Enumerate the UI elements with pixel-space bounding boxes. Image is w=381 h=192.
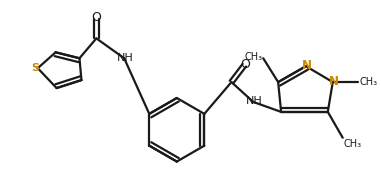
Text: NH: NH — [246, 96, 263, 106]
Text: N: N — [302, 59, 312, 72]
Text: CH₃: CH₃ — [344, 139, 362, 149]
Text: NH: NH — [117, 53, 133, 63]
Text: O: O — [240, 58, 250, 71]
Text: CH₃: CH₃ — [360, 77, 378, 87]
Text: S: S — [31, 63, 39, 73]
Text: O: O — [91, 11, 101, 24]
Text: CH₃: CH₃ — [244, 52, 262, 62]
Text: N: N — [329, 75, 339, 88]
